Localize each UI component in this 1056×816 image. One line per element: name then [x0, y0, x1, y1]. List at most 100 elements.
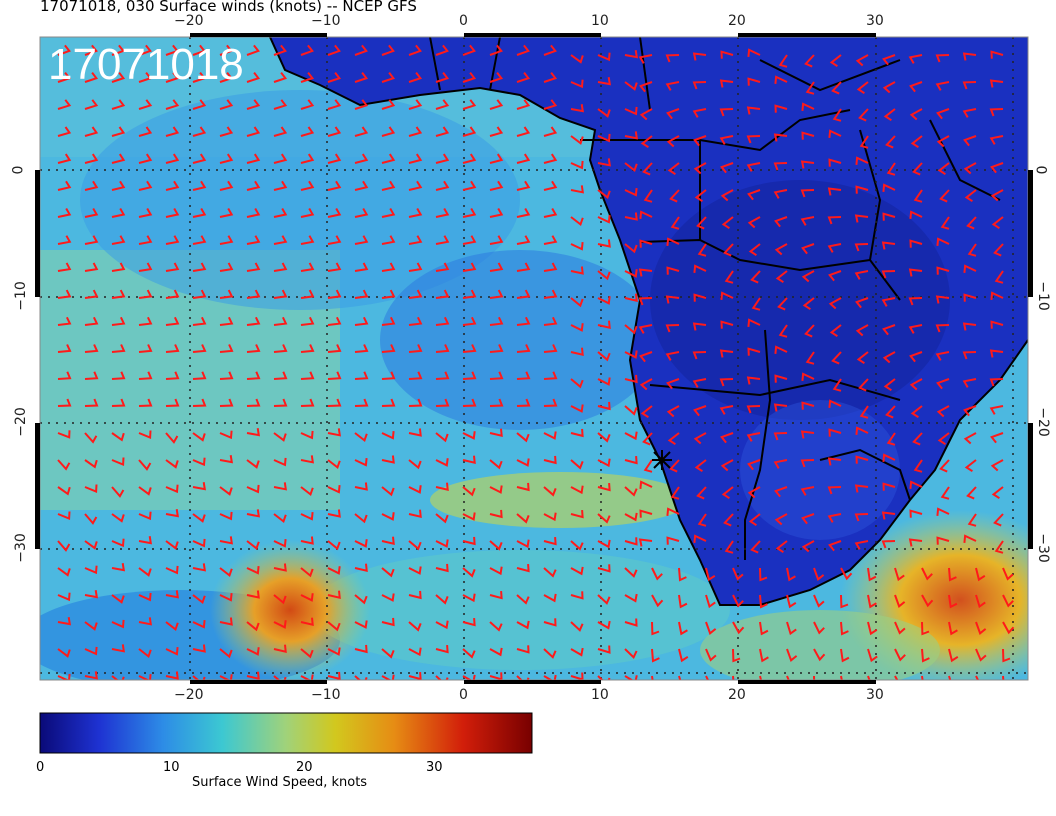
- wind-barb: [935, 351, 950, 361]
- wind-barb: [381, 99, 396, 110]
- wind-barb: [408, 207, 423, 218]
- wind-barb: [219, 593, 233, 602]
- wind-barb: [885, 405, 896, 419]
- wind-barb: [570, 404, 584, 413]
- wind-barb: [881, 297, 896, 307]
- wind-barb: [192, 457, 206, 467]
- wind-barb: [354, 513, 368, 524]
- wind-barb: [774, 216, 788, 228]
- wind-barb: [138, 567, 152, 577]
- wind-barb: [408, 71, 423, 83]
- wind-barb: [246, 44, 260, 56]
- wind-barb: [543, 398, 558, 407]
- wind-barb: [774, 513, 788, 526]
- wind-barb: [720, 189, 734, 202]
- wind-barb: [192, 432, 206, 442]
- wind-barb: [300, 674, 314, 680]
- wind-barb: [516, 482, 530, 492]
- wind-barb: [489, 344, 504, 353]
- wind-barb: [84, 432, 98, 444]
- wind-barb: [489, 180, 504, 191]
- wind-barb: [516, 99, 531, 110]
- wind-barb: [219, 344, 234, 353]
- wind-barb: [800, 216, 815, 226]
- wind-barb: [975, 648, 987, 662]
- wind-barb: [801, 243, 815, 255]
- wind-barb: [759, 594, 768, 609]
- wind-barb: [624, 162, 638, 173]
- wind-barb: [597, 458, 611, 468]
- wind-barb: [57, 316, 72, 326]
- wind-barb: [570, 621, 584, 632]
- wind-barb: [750, 270, 761, 284]
- wind-barb: [381, 486, 395, 497]
- wind-barb: [273, 398, 288, 407]
- wind-barb: [219, 289, 234, 299]
- wind-barb: [408, 509, 422, 518]
- wind-barb: [489, 99, 504, 110]
- lon-label-bottom: −10: [311, 687, 341, 703]
- wind-barb: [138, 99, 153, 110]
- wind-barb: [354, 207, 369, 218]
- lat-label-right: −20: [1034, 407, 1051, 437]
- wind-barb: [963, 293, 977, 302]
- wind-barb: [462, 512, 476, 521]
- wind-barb: [462, 316, 477, 326]
- wind-barb: [921, 621, 930, 636]
- wind-barb: [138, 207, 153, 218]
- wind-barb: [543, 455, 557, 465]
- wind-barb: [669, 459, 680, 473]
- wind-barb: [597, 513, 611, 524]
- wind-barb: [516, 180, 531, 191]
- wind-barb: [327, 459, 341, 470]
- wind-barb: [327, 647, 341, 656]
- wind-barb: [138, 430, 152, 439]
- wind-barb: [246, 126, 261, 137]
- wind-barb: [165, 71, 180, 83]
- wind-barb: [462, 235, 477, 245]
- wind-barb: [801, 270, 815, 283]
- wind-barb: [381, 71, 396, 83]
- wind-barb: [543, 537, 557, 546]
- wind-barb: [300, 235, 315, 245]
- wind-barb: [801, 372, 815, 381]
- lat-label-left: −20: [12, 407, 29, 437]
- wind-barb: [489, 289, 504, 299]
- wind-barb: [720, 291, 734, 300]
- wind-barb: [912, 432, 923, 446]
- wind-barb: [935, 295, 950, 304]
- wind-barb: [219, 44, 233, 56]
- wind-barb: [774, 104, 788, 113]
- wind-barb: [516, 398, 531, 407]
- wind-barb: [894, 648, 906, 662]
- wind-barb: [273, 344, 288, 353]
- wind-barb: [696, 486, 707, 500]
- wind-barb: [165, 459, 179, 469]
- wind-barb: [694, 189, 707, 203]
- wind-barb: [327, 44, 341, 56]
- wind-barb: [57, 673, 71, 680]
- wind-barb: [84, 316, 99, 326]
- wind-barb: [828, 129, 842, 138]
- wind-barb: [774, 345, 788, 354]
- wind-barb: [219, 99, 234, 110]
- wind-barb: [624, 269, 638, 278]
- wind-barb: [801, 401, 815, 410]
- wind-barb: [786, 567, 796, 582]
- wind-barb: [327, 153, 342, 164]
- wind-barb: [165, 344, 180, 353]
- wind-barb: [489, 371, 504, 380]
- wind-barb: [855, 324, 869, 337]
- wind-barb: [57, 180, 72, 191]
- wind-barb: [165, 126, 180, 137]
- wind-barb: [246, 566, 260, 575]
- wind-barb: [354, 262, 369, 272]
- wind-barb: [936, 405, 950, 418]
- wind-barb: [111, 126, 126, 137]
- wind-barb: [462, 648, 476, 659]
- wind-barb: [746, 106, 761, 115]
- wind-barb: [138, 371, 153, 380]
- wind-barb: [597, 133, 611, 143]
- wind-barb: [246, 153, 261, 164]
